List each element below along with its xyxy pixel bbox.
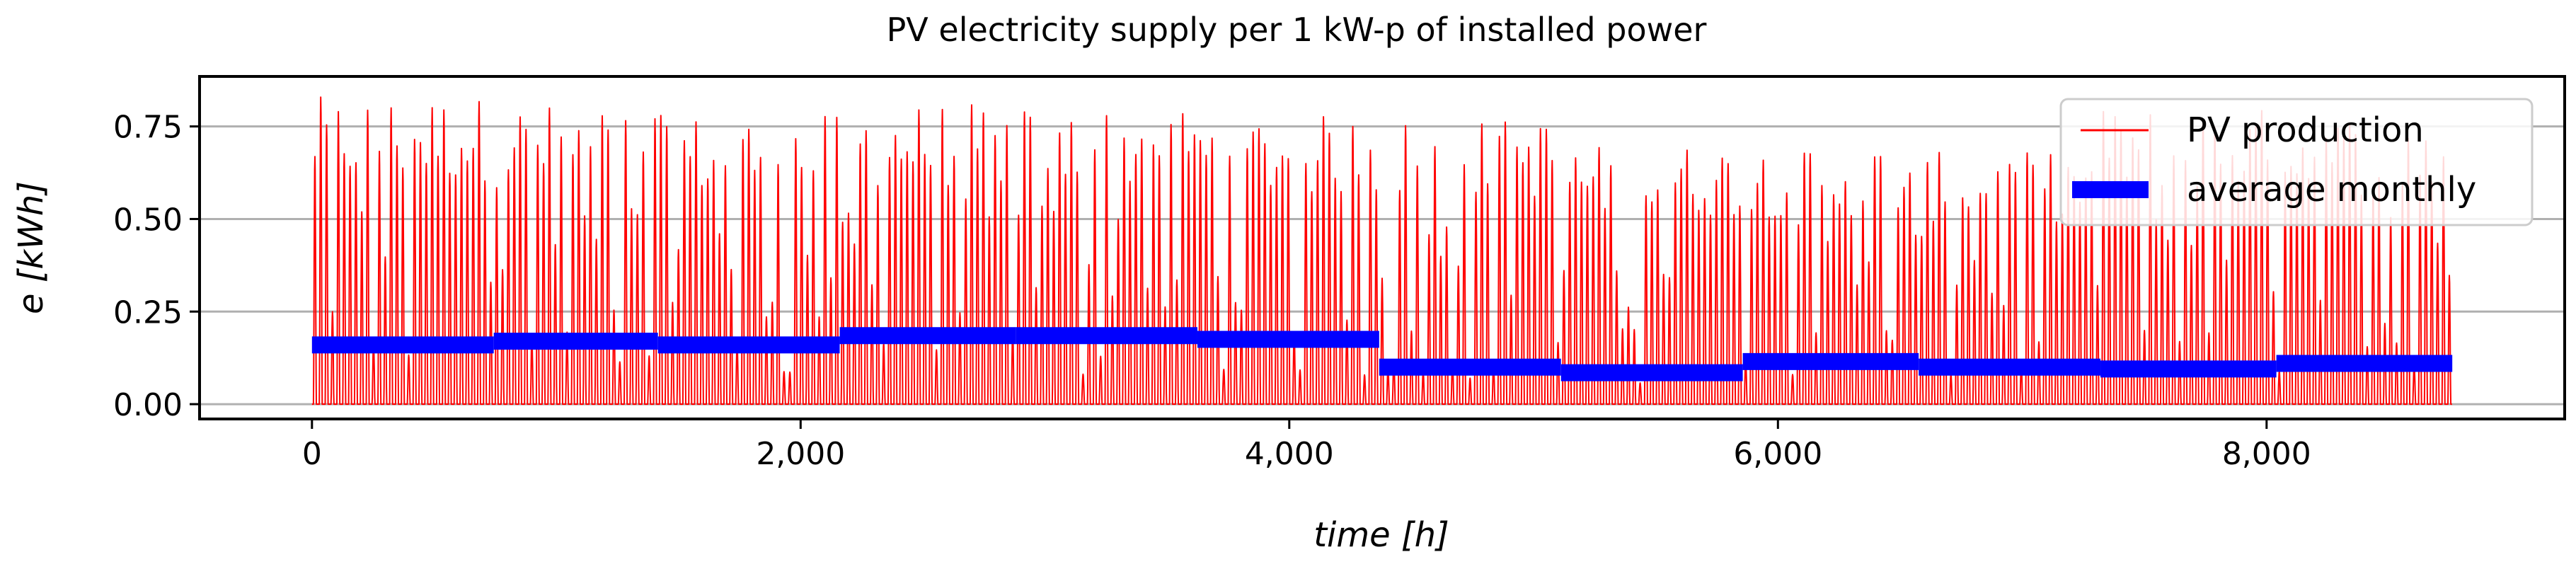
y-tick-label: 0.25 [113, 294, 183, 331]
legend-box [2059, 98, 2534, 226]
pv-production-line [311, 96, 2453, 406]
y-axis-label: e [kWh] [11, 181, 51, 314]
legend-avg-label: average monthly [2187, 170, 2476, 209]
x-tick-label: 6,000 [1733, 436, 1822, 472]
average-monthly-series [311, 327, 2453, 381]
x-tick-label: 0 [302, 436, 322, 472]
plot-frame [198, 75, 2566, 420]
y-axis-ticks: 0.00 0.25 0.50 0.75 [113, 110, 200, 423]
x-tick-label: 8,000 [2222, 436, 2311, 472]
x-tick-label: 2,000 [756, 436, 845, 472]
x-axis-ticks: 0 2,000 4,000 6,000 8,000 [302, 419, 2311, 472]
x-axis-label: time [h] [1313, 515, 1449, 555]
y-tick-label: 0.50 [113, 202, 183, 238]
legend: PV production average monthly [2059, 98, 2534, 226]
y-tick-label: 0.00 [113, 387, 183, 423]
y-tick-label: 0.75 [113, 110, 183, 146]
pv-production-series [311, 96, 2453, 406]
legend-pv-label: PV production [2187, 110, 2424, 150]
x-tick-label: 4,000 [1245, 436, 1334, 472]
chart-title: PV electricity supply per 1 kW-p of inst… [887, 11, 1707, 49]
